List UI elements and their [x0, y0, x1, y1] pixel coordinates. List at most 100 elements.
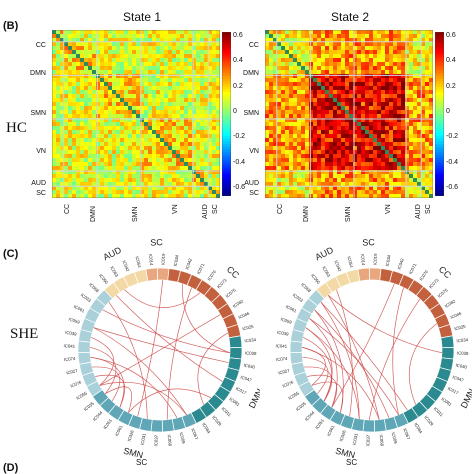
heatmap-cell [100, 170, 105, 175]
heatmap-cell [353, 90, 358, 95]
heatmap-cell [317, 34, 322, 39]
heatmap-cell [317, 98, 322, 103]
heatmap-cell [273, 70, 278, 75]
heatmap-cell [172, 66, 177, 71]
heatmap-cell [148, 106, 153, 111]
heatmap-cell [88, 86, 93, 91]
heatmap-cell [349, 126, 354, 131]
heatmap-cell [401, 106, 406, 111]
heatmap-cell [84, 174, 89, 179]
heatmap-cell [184, 70, 189, 75]
heatmap-cell [116, 194, 121, 198]
heatmap-cell [208, 170, 213, 175]
heatmap-cell [164, 126, 169, 131]
heatmap-cell [309, 110, 314, 115]
heatmap-cell [96, 74, 101, 79]
heatmap-cell [216, 50, 220, 55]
heatmap-cell [397, 86, 402, 91]
heatmap-cell [96, 34, 101, 39]
heatmap-cell [429, 126, 433, 131]
heatmap-cell [317, 86, 322, 91]
heatmap-cell [393, 182, 398, 187]
heatmap-cell [152, 174, 157, 179]
heatmap-cell [196, 166, 201, 171]
heatmap-cell [120, 158, 125, 163]
heatmap-cell [140, 30, 145, 35]
heatmap-cell [377, 162, 382, 167]
heatmap-cell [192, 186, 197, 191]
heatmap-cell [281, 38, 286, 43]
heatmap-cell [409, 142, 414, 147]
heatmap-cell [112, 82, 117, 87]
heatmap-cell [365, 106, 370, 111]
heatmap-cell [84, 42, 89, 47]
heatmap-cell [152, 154, 157, 159]
hm1-xlabel-vn: VN [172, 204, 179, 214]
heatmap-cell [176, 86, 181, 91]
heatmap-cell [285, 50, 290, 55]
heatmap-cell [313, 186, 318, 191]
heatmap-cell [317, 42, 322, 47]
heatmap-cell [152, 30, 157, 35]
heatmap-cell [60, 82, 65, 87]
heatmap-cell [369, 90, 374, 95]
heatmap-cell [104, 66, 109, 71]
heatmap-cell [124, 62, 129, 67]
heatmap-cell [353, 138, 358, 143]
heatmap-cell [309, 130, 314, 135]
heatmap-cell [184, 134, 189, 139]
heatmap-cell [353, 158, 358, 163]
heatmap-cell [305, 42, 310, 47]
ic-node-segment [373, 418, 387, 433]
heatmap-cell [64, 114, 69, 119]
heatmap-cell [140, 38, 145, 43]
heatmap-cell [184, 182, 189, 187]
heatmap-cell [409, 70, 414, 75]
colorbar-segment [222, 149, 231, 153]
heatmap-cell [192, 50, 197, 55]
heatmap-cell [80, 50, 85, 55]
heatmap-cell [172, 106, 177, 111]
heatmap-cell [405, 178, 410, 183]
heatmap-cell [60, 50, 65, 55]
heatmap-cell [345, 158, 350, 163]
heatmap-cell [269, 106, 274, 111]
heatmap-cell [156, 146, 161, 151]
heatmap-cell [361, 162, 366, 167]
heatmap-cell [124, 170, 129, 175]
heatmap-cell [180, 102, 185, 107]
heatmap-cell [401, 98, 406, 103]
colorbar-segment [435, 155, 444, 159]
heatmap-cell [144, 50, 149, 55]
heatmap-cell [160, 98, 165, 103]
heatmap-cell [212, 182, 217, 187]
heatmap-cell [393, 142, 398, 147]
heatmap-cell [385, 194, 390, 198]
heatmap-cell [377, 150, 382, 155]
heatmap-cell [184, 30, 189, 35]
heatmap-cell [409, 182, 414, 187]
heatmap-cell [180, 174, 185, 179]
heatmap-cell [168, 46, 173, 51]
heatmap-cell [196, 170, 201, 175]
heatmap-cell [212, 90, 217, 95]
heatmap-cell [160, 150, 165, 155]
heatmap-cell [377, 106, 382, 111]
heatmap-cell [361, 66, 366, 71]
heatmap-cell [281, 66, 286, 71]
heatmap-cell [164, 194, 169, 198]
heatmap-cell [425, 126, 430, 131]
heatmap-cell [148, 38, 153, 43]
heatmap-cell [212, 30, 217, 35]
heatmap-cell [96, 46, 101, 51]
heatmap-cell [361, 118, 366, 123]
heatmap-cell [68, 86, 73, 91]
heatmap-cell [96, 166, 101, 171]
heatmap-cell [68, 162, 73, 167]
heatmap-cell [333, 166, 338, 171]
heatmap-cell [277, 38, 282, 43]
heatmap-cell [269, 98, 274, 103]
heatmap-cell [333, 122, 338, 127]
heatmap-cell [160, 102, 165, 107]
heatmap-cell [385, 66, 390, 71]
